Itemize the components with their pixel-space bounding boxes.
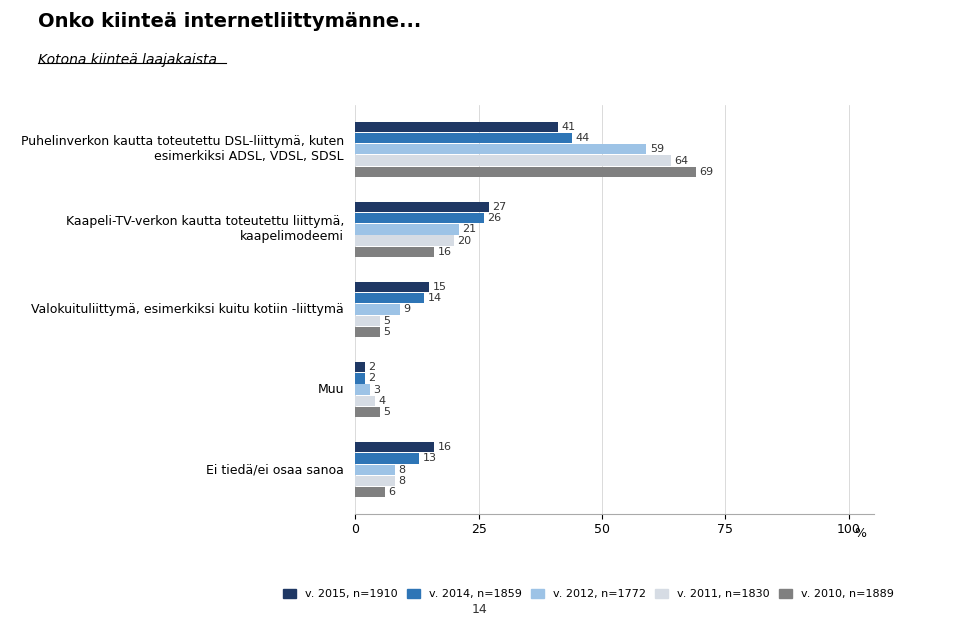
Text: 8: 8 (398, 465, 405, 475)
Bar (355, 476, 395, 486)
Text: 14: 14 (428, 293, 442, 303)
Text: 27: 27 (492, 202, 506, 212)
Bar (355, 293, 424, 303)
Text: 9: 9 (403, 305, 410, 314)
Text: 5: 5 (383, 316, 391, 326)
Bar (355, 487, 385, 497)
Bar (355, 453, 420, 464)
Text: 21: 21 (463, 225, 476, 235)
Text: 64: 64 (675, 155, 688, 165)
Text: 15: 15 (433, 282, 446, 292)
Bar (355, 464, 395, 475)
Text: 16: 16 (438, 247, 451, 257)
Text: 41: 41 (561, 122, 575, 132)
Text: 6: 6 (388, 487, 396, 497)
Bar (355, 155, 671, 166)
Bar (355, 305, 399, 314)
Text: 2: 2 (369, 362, 375, 372)
Bar (355, 235, 454, 246)
Text: Kotona kiinteä laajakaista: Kotona kiinteä laajakaista (38, 53, 217, 67)
Bar (355, 224, 459, 235)
Bar (355, 213, 484, 223)
Text: 14: 14 (472, 603, 488, 616)
Text: %: % (853, 527, 866, 540)
Bar (355, 384, 370, 395)
Bar (355, 282, 429, 292)
Bar (355, 133, 572, 143)
Bar (355, 396, 375, 406)
Text: 26: 26 (487, 213, 501, 223)
Text: 16: 16 (438, 443, 451, 452)
Bar (355, 373, 365, 384)
Bar (355, 327, 380, 337)
Text: 69: 69 (699, 167, 713, 176)
Bar (355, 442, 434, 452)
Text: 3: 3 (373, 384, 380, 394)
Bar (355, 167, 696, 177)
Bar (355, 316, 380, 326)
Bar (355, 246, 434, 257)
Text: 2: 2 (369, 373, 375, 383)
Text: 13: 13 (422, 454, 437, 464)
Text: 5: 5 (383, 407, 391, 417)
Text: 59: 59 (650, 144, 664, 154)
Legend: v. 2015, n=1910, v. 2014, n=1859, v. 2012, n=1772, v. 2011, n=1830, v. 2010, n=1: v. 2015, n=1910, v. 2014, n=1859, v. 201… (278, 584, 899, 604)
Text: 5: 5 (383, 327, 391, 337)
Bar (355, 407, 380, 417)
Bar (355, 122, 558, 132)
Text: 20: 20 (457, 236, 471, 246)
Text: 8: 8 (398, 476, 405, 486)
Bar (355, 202, 489, 212)
Text: Onko kiinteä internetliittymänne...: Onko kiinteä internetliittymänne... (38, 12, 421, 32)
Text: 4: 4 (378, 396, 386, 406)
Text: 44: 44 (576, 133, 590, 143)
Bar (355, 362, 365, 373)
Bar (355, 144, 646, 155)
